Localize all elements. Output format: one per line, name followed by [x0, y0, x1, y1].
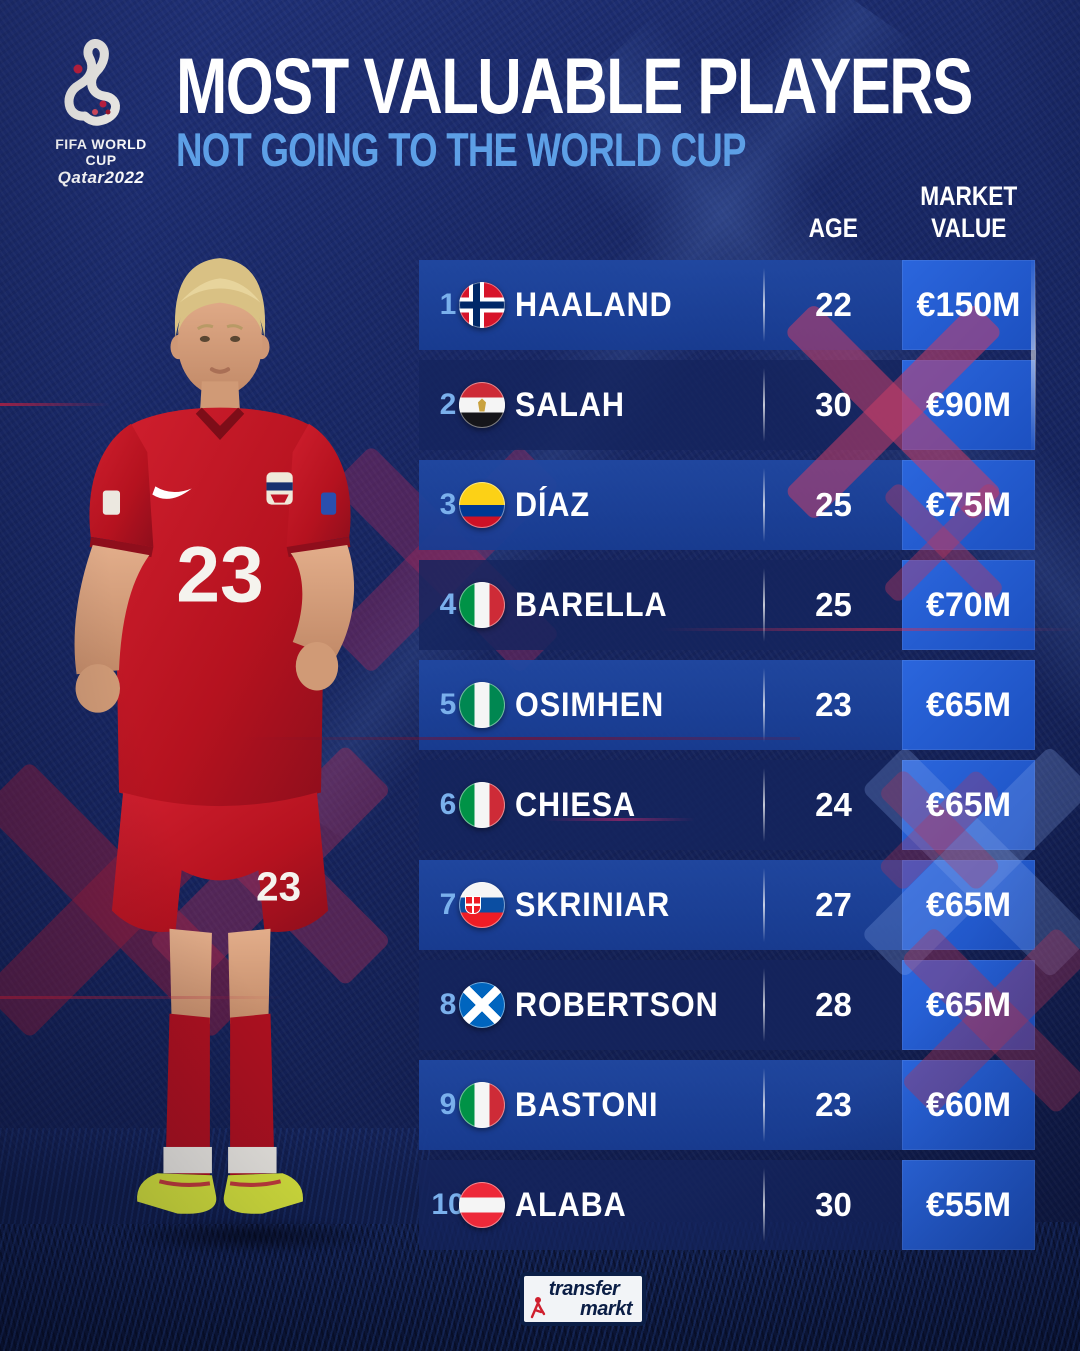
rank-label: 2 — [439, 388, 457, 421]
transfermarkt-player-icon — [530, 1297, 546, 1319]
player-name: BARELLA — [515, 586, 668, 624]
age-value: 25 — [815, 486, 852, 523]
flag-italy-icon — [459, 582, 505, 628]
flag-slovakia-icon — [459, 882, 505, 928]
player-name: BASTONI — [515, 1086, 659, 1124]
column-divider — [763, 468, 765, 542]
flag-colombia-icon — [459, 482, 505, 528]
transfermarkt-text-top: transfer — [548, 1278, 620, 1300]
column-divider — [763, 668, 765, 742]
market-value: €150M — [916, 286, 1021, 324]
column-divider — [763, 568, 765, 642]
world-cup-emblem-icon — [64, 39, 120, 126]
svg-text:23: 23 — [256, 864, 301, 910]
rank-label: 9 — [439, 1088, 457, 1121]
column-divider — [763, 868, 765, 942]
column-divider — [763, 268, 765, 342]
age-value: 23 — [815, 1086, 852, 1123]
value-cell: €90M — [902, 360, 1035, 450]
value-cell: €60M — [902, 1060, 1035, 1150]
player-name: OSIMHEN — [515, 686, 665, 724]
age-value: 23 — [815, 686, 852, 723]
age-value: 30 — [815, 1186, 852, 1223]
age-value: 24 — [815, 786, 852, 823]
table-row: 1 HAALAND 22 €150M — [419, 260, 1035, 350]
table-rows: 1 HAALAND 22 €150M 2 SALAH 30 €90M 3 DÍA… — [419, 260, 1035, 1250]
player-name: HAALAND — [515, 286, 673, 324]
value-cell: €65M — [902, 960, 1035, 1050]
flag-nigeria-icon — [459, 682, 505, 728]
rank-label: 4 — [439, 588, 457, 621]
rank-label: 3 — [439, 488, 457, 521]
value-cell: €70M — [902, 560, 1035, 650]
table-row: 4 BARELLA 25 €70M — [419, 560, 1035, 650]
column-divider — [763, 1068, 765, 1142]
age-value: 30 — [815, 386, 852, 423]
table-row: 8 ROBERTSON 28 €65M — [419, 960, 1035, 1050]
rank-label: 6 — [439, 788, 457, 821]
value-cell: €75M — [902, 460, 1035, 550]
table-row: 5 OSIMHEN 23 €65M — [419, 660, 1035, 750]
player-name: CHIESA — [515, 786, 637, 824]
player-name: SALAH — [515, 386, 625, 424]
rank-label: 8 — [439, 988, 457, 1021]
player-name: ALABA — [515, 1186, 627, 1224]
value-cell: €55M — [902, 1160, 1035, 1250]
age-value: 22 — [815, 286, 852, 323]
table-row: 3 DÍAZ 25 €75M — [419, 460, 1035, 550]
value-cell: €65M — [902, 660, 1035, 750]
player-name: SKRINIAR — [515, 886, 671, 924]
flag-austria-icon — [459, 1182, 505, 1228]
grass-texture — [0, 1128, 430, 1224]
transfermarkt-text-bottom: markt — [580, 1298, 632, 1320]
column-divider — [763, 1168, 765, 1242]
value-cell: €65M — [902, 860, 1035, 950]
transfermarkt-logo: transfer markt — [520, 1272, 646, 1326]
rank-label: 5 — [439, 688, 457, 721]
market-value: €65M — [925, 786, 1012, 824]
age-value: 28 — [815, 986, 852, 1023]
market-value: €75M — [925, 486, 1012, 524]
page-title: MOST VALUABLE PLAYERS — [176, 41, 973, 130]
age-value: 25 — [815, 586, 852, 623]
column-header-market-value: MARKET VALUE — [919, 181, 1018, 244]
column-divider — [763, 368, 765, 442]
qatar-2022-text: Qatar2022 — [57, 168, 145, 187]
player-name: ROBERTSON — [515, 986, 719, 1024]
market-value: €55M — [925, 1186, 1012, 1224]
column-header-age: AGE — [808, 213, 859, 243]
flag-italy-icon — [459, 1082, 505, 1128]
table-row: 10 ALABA 30 €55M — [419, 1160, 1035, 1250]
market-value: €65M — [925, 886, 1012, 924]
market-value: €65M — [925, 686, 1012, 724]
market-value: €70M — [925, 586, 1012, 624]
table-row: 6 CHIESA 24 €65M — [419, 760, 1035, 850]
table-row: 2 SALAH 30 €90M — [419, 360, 1035, 450]
column-divider — [763, 968, 765, 1042]
page-subtitle: NOT GOING TO THE WORLD CUP — [176, 123, 746, 176]
flag-norway-icon — [459, 282, 505, 328]
market-value: €65M — [925, 986, 1012, 1024]
rank-label: 7 — [439, 888, 457, 921]
player-shadow — [118, 1218, 384, 1254]
rank-label: 1 — [439, 288, 457, 321]
market-value: €60M — [925, 1086, 1012, 1124]
table-row: 7 SKRINIAR 27 €65M — [419, 860, 1035, 950]
player-photo-haaland: 23 23 — [10, 242, 430, 1252]
fifa-world-cup-logo: FIFA WORLD CUP Qatar2022 — [42, 38, 160, 188]
flag-scotland-icon — [459, 982, 505, 1028]
flag-italy-icon — [459, 782, 505, 828]
age-value: 27 — [815, 886, 852, 923]
table-row: 9 BASTONI 23 €60M — [419, 1060, 1035, 1150]
flag-egypt-icon — [459, 382, 505, 428]
value-cell: €65M — [902, 760, 1035, 850]
value-cell: €150M — [902, 260, 1035, 350]
fifa-logo-text: FIFA WORLD CUP — [55, 136, 147, 168]
column-divider — [763, 768, 765, 842]
player-name: DÍAZ — [515, 486, 590, 524]
svg-text:23: 23 — [176, 531, 264, 619]
market-value: €90M — [925, 386, 1012, 424]
